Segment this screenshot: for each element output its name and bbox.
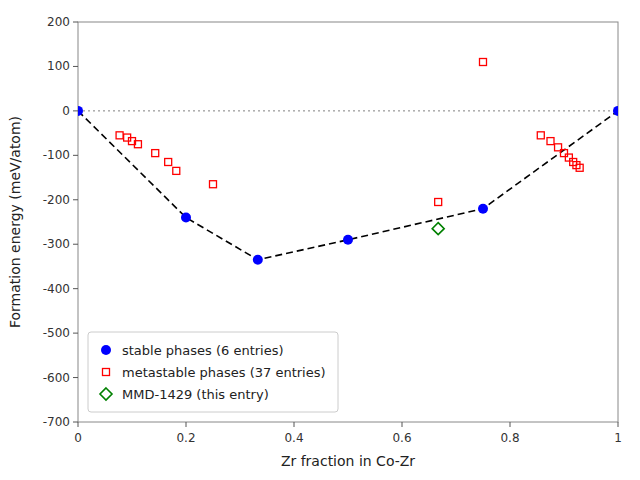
x-tick-label: 0.8 — [500, 431, 519, 445]
y-tick-label: 0 — [62, 104, 70, 118]
x-tick — [186, 422, 187, 427]
y-tick-label: 100 — [47, 59, 70, 73]
legend-label: stable phases (6 entries) — [122, 343, 284, 358]
point — [576, 164, 583, 171]
y-tick — [73, 288, 78, 289]
point — [432, 223, 444, 235]
x-tick-label: 0.2 — [176, 431, 195, 445]
plot-frame — [78, 22, 618, 422]
point — [561, 150, 568, 157]
y-tick — [73, 110, 78, 111]
y-tick-label: -700 — [43, 415, 70, 429]
chart: 0 0.2 0.4 0.6 0.8 1 -700 -600 -500 -400 -300 -200 -1… — [0, 0, 640, 480]
point — [181, 213, 191, 223]
point — [173, 167, 180, 174]
point — [480, 59, 487, 66]
point — [435, 199, 442, 206]
point — [565, 154, 572, 161]
y-tick — [73, 66, 78, 67]
point — [134, 141, 141, 148]
y-tick — [73, 199, 78, 200]
y-axis-label: Formation energy (meV/atom) — [7, 116, 23, 328]
y-tick-label: -300 — [43, 237, 70, 251]
series-points — [116, 59, 583, 206]
x-axis-label: Zr fraction in Co-Zr — [281, 453, 415, 469]
y-tick — [73, 377, 78, 378]
y-tick — [73, 244, 78, 245]
point — [116, 132, 123, 139]
x-tick-label: 0 — [74, 431, 82, 445]
y-tick-label: -600 — [43, 371, 70, 385]
y-tick — [73, 155, 78, 156]
point — [343, 235, 353, 245]
legend-marker — [103, 369, 110, 376]
x-tick-label: 0.6 — [392, 431, 411, 445]
x-tick — [510, 422, 511, 427]
legend-label: MMD-1429 (this entry) — [122, 387, 269, 402]
point — [210, 181, 217, 188]
axes: 0 0.2 0.4 0.6 0.8 1 -700 -600 -500 -400 -300 -200 -1… — [43, 15, 622, 445]
x-tick — [78, 422, 79, 427]
point — [613, 106, 618, 116]
x-tick-label: 0.4 — [284, 431, 303, 445]
x-tick — [294, 422, 295, 427]
series-points — [432, 223, 444, 235]
hull-line — [78, 111, 618, 260]
point — [165, 159, 172, 166]
legend-marker — [100, 388, 112, 400]
plot-area — [78, 59, 618, 265]
point — [547, 138, 554, 145]
y-tick-label: -100 — [43, 148, 70, 162]
x-tick-label: 1 — [614, 431, 622, 445]
legend: stable phases (6 entries) metastable phas… — [88, 332, 338, 412]
y-tick — [73, 22, 78, 23]
y-tick-label: -200 — [43, 193, 70, 207]
y-tick-label: -500 — [43, 326, 70, 340]
y-tick — [73, 422, 78, 423]
legend-marker — [101, 345, 111, 355]
series-points — [78, 106, 618, 265]
point — [152, 150, 159, 157]
point — [78, 106, 83, 116]
point — [253, 255, 263, 265]
point — [478, 204, 488, 214]
point — [537, 132, 544, 139]
x-tick — [402, 422, 403, 427]
x-tick — [618, 422, 619, 427]
y-tick-label: -400 — [43, 282, 70, 296]
legend-label: metastable phases (37 entries) — [122, 365, 326, 380]
y-tick — [73, 333, 78, 334]
reference-line — [78, 110, 618, 111]
y-tick-label: 200 — [47, 15, 70, 29]
legend-box — [88, 332, 338, 412]
